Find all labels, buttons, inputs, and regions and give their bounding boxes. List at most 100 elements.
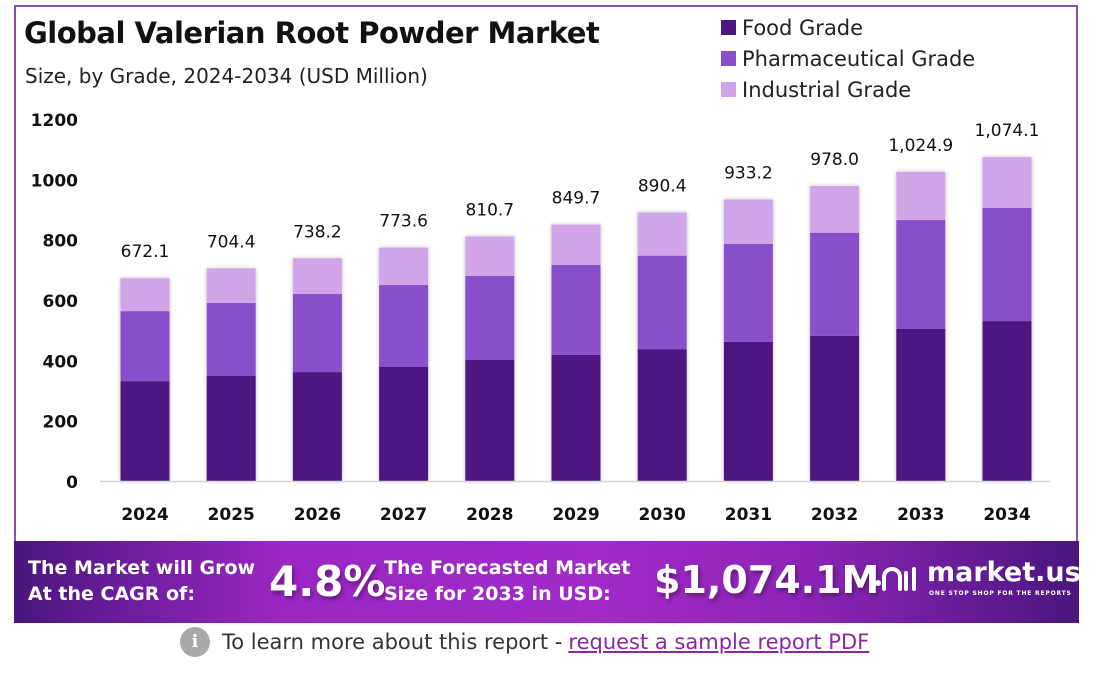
cagr-caption: The Market will Grow At the CAGR of: xyxy=(28,555,255,607)
bar-segment-pharmaceutical-grade xyxy=(206,303,256,377)
total-label: 933.2 xyxy=(724,163,773,183)
bar-stack xyxy=(206,268,256,481)
bar-segment-food-grade xyxy=(982,321,1032,481)
forecast-caption: The Forecasted Market Size for 2033 in U… xyxy=(384,555,630,607)
bar-segment-food-grade xyxy=(379,366,429,481)
legend: Food Grade Pharmaceutical Grade Industri… xyxy=(721,12,975,105)
x-tick-label: 2025 xyxy=(208,505,255,525)
legend-label: Food Grade xyxy=(742,15,864,40)
bar-segment-pharmaceutical-grade xyxy=(292,293,342,373)
total-label: 810.7 xyxy=(465,200,514,220)
bar-stack xyxy=(379,247,429,481)
bar-stack xyxy=(120,278,170,481)
x-tick-label: 2028 xyxy=(466,505,513,525)
bar-segment-pharmaceutical-grade xyxy=(896,220,946,329)
y-tick-label: 600 xyxy=(43,292,79,312)
y-tick-label: 400 xyxy=(43,352,79,372)
bar-segment-food-grade xyxy=(723,341,773,481)
x-tick-label: 2030 xyxy=(639,505,686,525)
bar-segment-food-grade xyxy=(465,360,515,481)
x-tick-label: 2034 xyxy=(983,505,1030,525)
bar-segment-pharmaceutical-grade xyxy=(637,255,687,350)
bar-segment-food-grade xyxy=(810,335,860,481)
bar-segment-industrial-grade xyxy=(896,171,946,221)
legend-label: Industrial Grade xyxy=(742,77,912,102)
bar-segment-industrial-grade xyxy=(637,212,687,256)
bar-stack xyxy=(465,236,515,481)
bar-segment-industrial-grade xyxy=(982,156,1032,208)
bar-segment-industrial-grade xyxy=(379,247,429,285)
footer-text: To learn more about this report - xyxy=(222,630,563,654)
forecast-caption-line1: The Forecasted Market xyxy=(384,557,631,579)
x-tick-label: 2026 xyxy=(294,505,341,525)
bar-segment-industrial-grade xyxy=(551,224,601,266)
cagr-caption-line2: At the CAGR of: xyxy=(28,583,195,605)
total-label: 1,074.1 xyxy=(975,121,1040,141)
legend-item-industrial-grade: Industrial Grade xyxy=(721,74,975,105)
bar-stack xyxy=(637,212,687,481)
forecast-value: $1,074.1M xyxy=(654,558,880,602)
x-axis: 2024 2025 2026 2027 2028 2029 2030 2031 2032 2033… xyxy=(121,505,1030,525)
bar-segment-industrial-grade xyxy=(292,258,342,294)
bar-stack xyxy=(723,199,773,481)
bar-segment-industrial-grade xyxy=(810,185,860,233)
market-us-tagline: ONE STOP SHOP FOR THE REPORTS xyxy=(929,590,1072,597)
bar-segment-industrial-grade xyxy=(206,268,256,304)
bar-segment-pharmaceutical-grade xyxy=(551,265,601,355)
market-us-logo-icon xyxy=(874,563,920,603)
market-us-logo-text: market.us xyxy=(927,557,1081,588)
bar-segment-pharmaceutical-grade xyxy=(810,232,860,336)
bars xyxy=(120,156,1032,481)
bar-segment-industrial-grade xyxy=(723,199,773,244)
bar-stack xyxy=(292,258,342,481)
bar-segment-food-grade xyxy=(120,381,170,481)
bar-stack xyxy=(810,185,860,481)
forecast-caption-line2: Size for 2033 in USD: xyxy=(384,583,611,605)
bar-stack xyxy=(551,224,601,481)
x-tick-label: 2027 xyxy=(380,505,427,525)
legend-swatch-industrial-grade xyxy=(721,82,736,97)
bar-segment-pharmaceutical-grade xyxy=(723,243,773,342)
cagr-value: 4.8% xyxy=(269,557,386,606)
y-tick-label: 800 xyxy=(43,232,79,252)
total-labels: 672.1 704.4 738.2 773.6 810.7 849.7 890.4 933.2… xyxy=(121,121,1040,262)
bar-segment-pharmaceutical-grade xyxy=(120,311,170,382)
bar-segment-pharmaceutical-grade xyxy=(465,275,515,361)
bar-segment-food-grade xyxy=(637,349,687,481)
x-tick-label: 2031 xyxy=(725,505,772,525)
total-label: 672.1 xyxy=(121,242,170,262)
footer-note: i To learn more about this report - requ… xyxy=(180,627,869,657)
summary-banner: The Market will Grow At the CAGR of: 4.8… xyxy=(14,541,1081,623)
total-label: 773.6 xyxy=(379,212,428,232)
x-tick-label: 2032 xyxy=(811,505,858,525)
y-tick-label: 1200 xyxy=(31,111,78,131)
y-axis: 0 200 400 600 800 1000 1200 xyxy=(31,111,78,493)
bar-segment-pharmaceutical-grade xyxy=(379,284,429,367)
total-label: 704.4 xyxy=(207,233,256,253)
request-sample-link[interactable]: request a sample report PDF xyxy=(568,630,870,654)
legend-label: Pharmaceutical Grade xyxy=(742,46,976,71)
legend-item-pharmaceutical-grade: Pharmaceutical Grade xyxy=(721,43,975,74)
bar-stack xyxy=(982,156,1032,481)
legend-swatch-food-grade xyxy=(721,20,736,35)
bar-stack xyxy=(896,171,946,481)
y-tick-label: 200 xyxy=(43,413,79,433)
y-tick-label: 0 xyxy=(66,473,78,493)
bar-segment-food-grade xyxy=(551,354,601,481)
x-tick-label: 2029 xyxy=(552,505,599,525)
bar-segment-industrial-grade xyxy=(120,278,170,312)
bar-segment-industrial-grade xyxy=(465,236,515,276)
total-label: 738.2 xyxy=(293,222,342,242)
bar-segment-food-grade xyxy=(896,328,946,481)
legend-item-food-grade: Food Grade xyxy=(721,12,975,43)
total-label: 1,024.9 xyxy=(888,136,953,156)
total-label: 849.7 xyxy=(552,189,601,209)
chart-subtitle: Size, by Grade, 2024-2034 (USD Million) xyxy=(25,64,428,88)
chart-title: Global Valerian Root Powder Market xyxy=(24,16,600,50)
info-icon: i xyxy=(180,627,210,657)
legend-swatch-pharmaceutical-grade xyxy=(721,51,736,66)
x-tick-label: 2033 xyxy=(897,505,944,525)
cagr-caption-line1: The Market will Grow xyxy=(28,557,256,579)
x-tick-label: 2024 xyxy=(121,505,168,525)
